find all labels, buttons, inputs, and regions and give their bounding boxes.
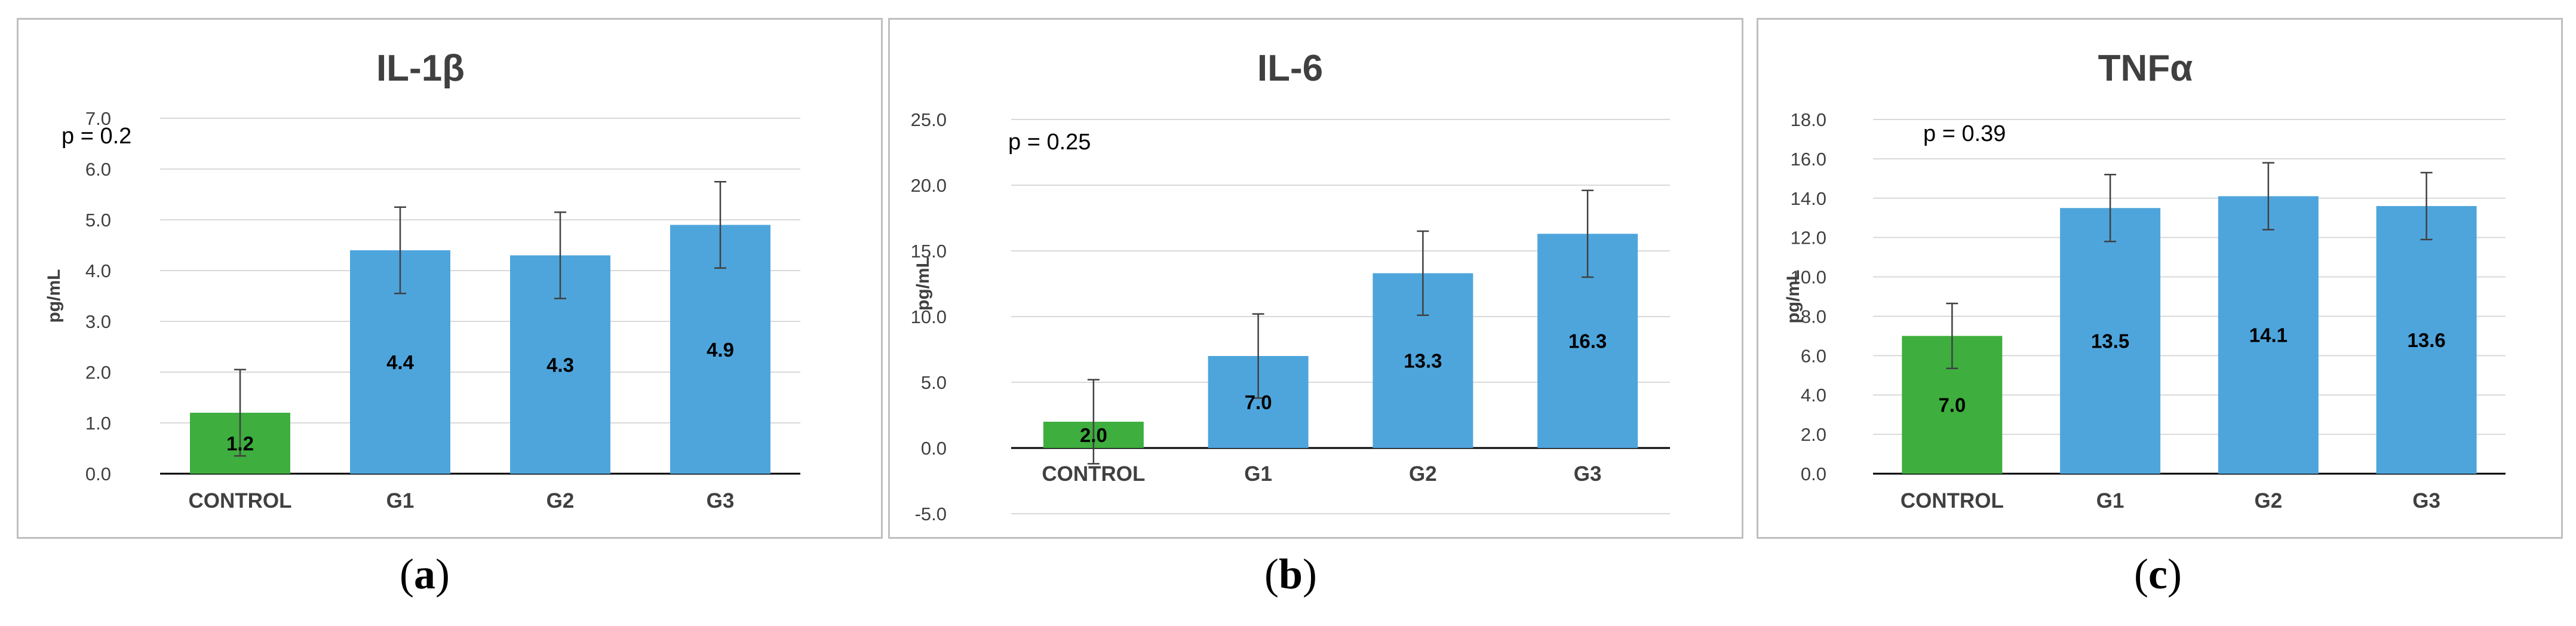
bar-g2 — [2218, 196, 2319, 474]
x-category-label: G3 — [2412, 489, 2440, 513]
x-category-label: G2 — [1409, 462, 1437, 486]
x-category-label: CONTROL — [188, 489, 291, 513]
data-label: 4.9 — [707, 339, 734, 361]
y-tick-label: 5.0 — [85, 210, 111, 231]
x-category-label: CONTROL — [1042, 462, 1145, 486]
y-tick-label: 6.0 — [1801, 345, 1826, 366]
chart-title: IL-1β — [376, 48, 465, 89]
data-label: 13.3 — [1404, 350, 1442, 372]
chart-title: IL-6 — [1257, 48, 1323, 89]
y-tick-label: 15.0 — [911, 241, 947, 262]
y-tick-label: 3.0 — [85, 311, 111, 332]
y-tick-label: 0.0 — [1801, 464, 1826, 484]
y-tick-label: 5.0 — [921, 372, 947, 393]
x-category-label: G3 — [707, 489, 735, 513]
panel-caption-c: (c) — [2134, 550, 2182, 598]
y-axis-label: pg/mL — [1783, 270, 1803, 324]
x-category-label: CONTROL — [1900, 489, 2004, 513]
y-tick-label: -5.0 — [915, 504, 947, 524]
y-tick-label: 14.0 — [1791, 188, 1826, 209]
data-label: 13.5 — [2091, 330, 2129, 352]
y-tick-label: 0.0 — [921, 438, 947, 459]
y-tick-label: 10.0 — [911, 306, 947, 327]
y-tick-label: 6.0 — [85, 159, 111, 180]
p-value-annotation: p = 0.39 — [1923, 121, 2006, 146]
x-category-label: G1 — [2096, 489, 2124, 513]
y-tick-label: 8.0 — [1801, 306, 1826, 327]
data-label: 4.4 — [386, 351, 415, 373]
y-tick-label: 4.0 — [85, 260, 111, 281]
x-category-label: G1 — [386, 489, 415, 513]
bar-g3 — [2376, 205, 2477, 474]
data-label: 1.2 — [226, 432, 254, 455]
data-label: 14.1 — [2249, 324, 2288, 346]
p-value-annotation: p = 0.25 — [1008, 130, 1091, 155]
y-tick-label: 2.0 — [85, 362, 111, 383]
bar-g1 — [2060, 208, 2161, 474]
y-tick-label: 16.0 — [1791, 149, 1826, 170]
y-tick-label: 20.0 — [911, 175, 947, 196]
panel-caption-b: (b) — [1264, 550, 1317, 598]
data-label: 16.3 — [1568, 330, 1607, 352]
data-label: 2.0 — [1080, 424, 1107, 446]
y-tick-label: 7.0 — [85, 108, 111, 129]
data-label: 13.6 — [2408, 329, 2446, 351]
y-tick-label: 12.0 — [1791, 228, 1826, 248]
x-category-label: G2 — [546, 489, 575, 513]
y-tick-label: 0.0 — [85, 464, 111, 484]
y-tick-label: 25.0 — [911, 109, 947, 130]
x-category-label: G3 — [1574, 462, 1602, 486]
y-tick-label: 1.0 — [85, 413, 111, 434]
y-tick-label: 4.0 — [1801, 385, 1826, 406]
x-category-label: G1 — [1244, 462, 1272, 486]
data-label: 7.0 — [1245, 391, 1272, 413]
y-axis-label: pg/mL — [44, 269, 64, 323]
panel-caption-a: (a) — [400, 550, 450, 598]
y-tick-label: 10.0 — [1791, 267, 1826, 288]
y-axis-label: pg/mL — [913, 257, 933, 311]
x-category-label: G2 — [2255, 489, 2283, 513]
y-tick-label: 2.0 — [1801, 424, 1826, 445]
data-label: 7.0 — [1938, 394, 1966, 416]
y-tick-label: 18.0 — [1791, 109, 1826, 130]
chart-title: TNFα — [2098, 48, 2193, 89]
p-value-annotation: p = 0.2 — [62, 124, 131, 149]
data-label: 4.3 — [546, 354, 574, 376]
